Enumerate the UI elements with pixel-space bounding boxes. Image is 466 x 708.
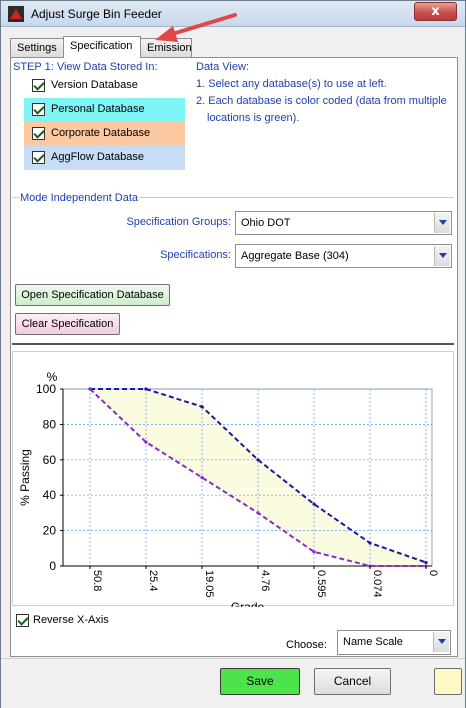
x-tick-label: 25.4 (147, 570, 159, 591)
data-point-lower (312, 550, 316, 554)
gradation-chart-area: 0 20 40 60 80 100% % Passing 50.8 25.4 19.05 4.76 0… (12, 351, 454, 614)
database-aggflow-checkbox[interactable] (32, 151, 45, 164)
close-button[interactable]: x (414, 2, 457, 21)
x-tick-label: 0.595 (315, 570, 327, 598)
title-bar[interactable]: Adjust Surge Bin Feeder x (1, 1, 465, 27)
chevron-down-icon[interactable] (433, 632, 449, 652)
database-personal-label: Personal Database (51, 103, 145, 115)
database-corporate-label: Corporate Database (51, 127, 151, 139)
spec-groups-select[interactable]: Ohio DOT (235, 211, 452, 235)
chevron-down-icon[interactable] (434, 246, 450, 266)
database-aggflow-row[interactable]: AggFlow Database (24, 146, 185, 170)
reverse-x-axis-checkbox[interactable] (16, 614, 29, 627)
mode-independent-data-title: Mode Independent Data (19, 192, 140, 204)
cancel-button[interactable]: Cancel (314, 668, 391, 695)
step1-label: STEP 1: View Data Stored In: (13, 61, 158, 73)
y-tick-label: 100 (36, 382, 56, 396)
x-tick-label: 0 (427, 570, 439, 576)
app-icon (8, 6, 24, 22)
y-tick-label: 20 (43, 524, 57, 538)
y-unit-label: % (47, 370, 58, 384)
data-point-upper (312, 502, 316, 506)
specifications-value: Aggregate Base (304) (241, 250, 349, 262)
mode-independent-data-group (12, 197, 454, 345)
data-point-upper (200, 405, 204, 409)
choose-scale-select[interactable]: Name Scale (337, 630, 451, 655)
reverse-x-axis-label: Reverse X-Axis (33, 614, 109, 626)
spec-groups-label: Specification Groups: (126, 216, 231, 228)
specifications-select[interactable]: Aggregate Base (304) (235, 244, 452, 268)
choose-label: Choose: (286, 639, 327, 651)
data-point-lower (256, 511, 260, 515)
gradation-chart: 0 20 40 60 80 100% % Passing 50.8 25.4 19.05 4.76 0… (18, 370, 439, 614)
y-tick-label: 0 (49, 559, 56, 573)
y-tick-label: 60 (43, 453, 57, 467)
window-title: Adjust Surge Bin Feeder (31, 7, 162, 21)
x-tick-label: 0.074 (371, 570, 383, 598)
tab-settings[interactable]: Settings (10, 38, 64, 57)
data-point-upper (144, 387, 148, 391)
footer-bar: Save Cancel (1, 658, 465, 708)
data-point-lower (200, 475, 204, 480)
choose-scale-value: Name Scale (343, 636, 403, 648)
tab-emission[interactable]: Emission (140, 38, 192, 57)
save-button[interactable]: Save (220, 668, 300, 695)
open-specification-database-button[interactable]: Open Specification Database (15, 284, 170, 306)
annotation-arrow-icon (155, 13, 237, 42)
x-tick-label: 19.05 (203, 570, 215, 598)
x-tick-label: 4.76 (259, 570, 271, 591)
data-point-upper (368, 541, 372, 545)
database-personal-checkbox[interactable] (32, 103, 45, 116)
database-corporate-row[interactable]: Corporate Database (24, 122, 185, 146)
data-point-lower (88, 387, 92, 391)
data-point-upper (424, 560, 428, 565)
y-tick-label: 80 (43, 417, 57, 431)
x-tick-label: 50.8 (91, 570, 103, 591)
x-axis-label: Grade (231, 600, 265, 607)
y-axis-label: % Passing (18, 449, 32, 506)
extra-button[interactable] (434, 668, 462, 695)
database-version-row[interactable]: Version Database (24, 74, 185, 98)
y-tick-label: 40 (43, 488, 57, 502)
data-view-title: Data View: (196, 61, 249, 73)
database-version-checkbox[interactable] (32, 79, 45, 92)
database-personal-row[interactable]: Personal Database (24, 98, 185, 122)
data-point-upper (256, 458, 260, 462)
data-view-line-1: 1. Select any database(s) to use at left… (196, 78, 387, 90)
clear-specification-button[interactable]: Clear Specification (15, 313, 120, 335)
database-version-label: Version Database (51, 79, 138, 91)
data-view-line-3: locations is green). (207, 112, 300, 124)
spec-groups-value: Ohio DOT (241, 217, 291, 229)
tab-specification[interactable]: Specification (63, 36, 141, 58)
specifications-label: Specifications: (160, 249, 231, 261)
data-view-line-2: 2. Each database is color coded (data fr… (196, 95, 447, 107)
data-point-lower (144, 440, 148, 444)
database-corporate-checkbox[interactable] (32, 127, 45, 140)
chevron-down-icon[interactable] (434, 213, 450, 233)
database-aggflow-label: AggFlow Database (51, 151, 144, 163)
